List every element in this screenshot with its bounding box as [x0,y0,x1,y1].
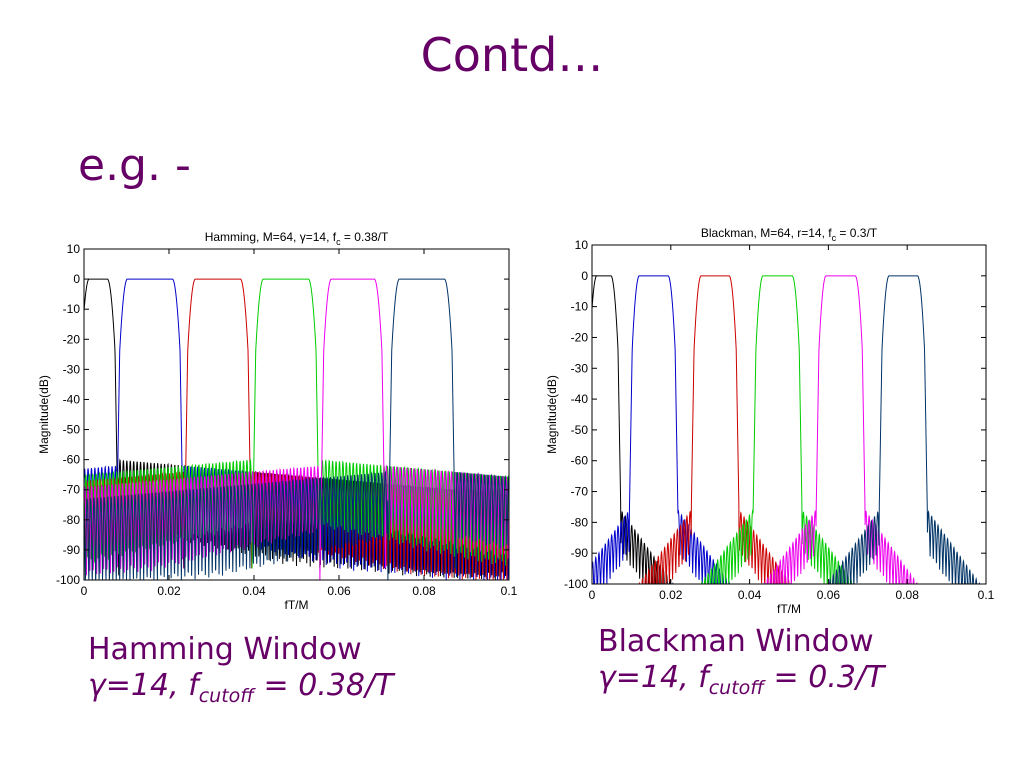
y-tick-label: -10 [571,300,589,314]
y-tick-label: -100 [56,573,80,587]
hamming-caption: Hamming Window γ=14, fcutoff = 0.38/T [88,632,393,714]
y-tick-label: -30 [571,361,589,375]
x-tick-label: 0.06 [327,584,351,598]
x-tick-label: 0.02 [659,588,683,602]
series-line-3 [638,275,793,584]
caption-formula: γ=14, fcutoff = 0.3/T [598,660,884,706]
x-tick-label: 0 [589,588,596,602]
chart-title-part: =14, f [306,230,337,244]
x-axis-label: fT/M [285,598,309,612]
x-tick-label: 0.04 [242,584,266,598]
caption-eq: =14, f [615,660,709,695]
series-line-5 [763,275,918,584]
y-tick-label: -60 [63,453,81,467]
chart-title-part: Blackman, M=64, r=14, f [701,226,832,240]
chart-title: Hamming, M=64, γ=14, fc = 0.38/T [205,230,389,247]
caption-gamma: γ [88,668,106,703]
y-tick-label: 0 [581,269,588,283]
x-tick-label: 0.1 [978,588,995,602]
caption-sub: cutoff [198,685,254,707]
chart-title-part: = 0.3/T [836,226,878,240]
slide-title: Contd… [420,28,604,82]
chart-title-part: γ [300,230,306,244]
caption-rest: = 0.38/T [254,668,394,703]
y-tick-label: -70 [63,483,81,497]
y-tick-label: -90 [63,543,81,557]
y-tick-label: 10 [575,238,589,252]
x-tick-label: 0 [81,584,88,598]
x-axis-label: fT/M [777,602,801,616]
y-tick-label: -100 [564,577,588,591]
blackman-chart: Blackman, M=64, r=14, fc = 0.3/T 10 0 -10 -2… [545,226,995,616]
caption-sub: cutoff [708,677,764,699]
caption-gamma: γ [598,660,616,695]
plot-frame [83,248,510,581]
y-tick-label: -30 [63,362,81,376]
series-line-4 [701,275,855,584]
y-tick-label: -40 [571,392,589,406]
x-tick-label: 0.1 [501,584,518,598]
y-tick-label: -50 [571,423,589,437]
series-line-1 [592,275,674,584]
x-tick-label: 0.04 [738,588,762,602]
chart-title: Blackman, M=64, r=14, fc = 0.3/T [701,226,878,243]
x-tick-label: 0.02 [157,584,181,598]
y-tick-label: -70 [571,485,589,499]
y-tick-label: -20 [63,332,81,346]
caption-formula: γ=14, fcutoff = 0.38/T [88,668,393,714]
y-tick-label: -50 [63,423,81,437]
blackman-caption: Blackman Window γ=14, fcutoff = 0.3/T [598,624,884,706]
y-tick-label: 0 [73,272,80,286]
caption-window-name: Hamming Window [88,632,362,667]
bullet-text: e.g. - [78,140,191,191]
y-axis-label: Magnitude(dB) [37,375,51,454]
y-tick-label: -60 [571,454,589,468]
x-tick-label: 0.08 [896,588,920,602]
chart-series-group [84,278,509,580]
series-line-6 [826,275,980,584]
x-tick-label: 0.08 [412,584,436,598]
x-tick-label: 0.06 [817,588,841,602]
y-tick-label: -80 [571,515,589,529]
y-axis-label: Magnitude(dB) [545,375,559,454]
series-line-6 [84,278,509,580]
y-tick-label: -90 [571,546,589,560]
plot-frame [591,244,987,585]
y-tick-label: -40 [63,392,81,406]
caption-window-name: Blackman Window [598,624,874,659]
y-tick-label: 10 [67,242,81,256]
chart-title-part: c [336,237,341,247]
chart-title-part: Hamming, M=64, [205,230,300,244]
caption-eq: =14, f [105,668,199,703]
chart-series-group [592,275,980,584]
y-tick-label: -10 [63,302,81,316]
chart-title-part: c [832,233,837,243]
chart-title-part: = 0.38/T [341,230,389,244]
hamming-chart: Hamming, M=64, γ=14, fc = 0.38/T 10 0 -10 -2… [37,230,518,612]
y-tick-label: -80 [63,513,81,527]
caption-rest: = 0.3/T [764,660,885,695]
series-line-2 [592,275,730,584]
y-tick-label: -20 [571,330,589,344]
